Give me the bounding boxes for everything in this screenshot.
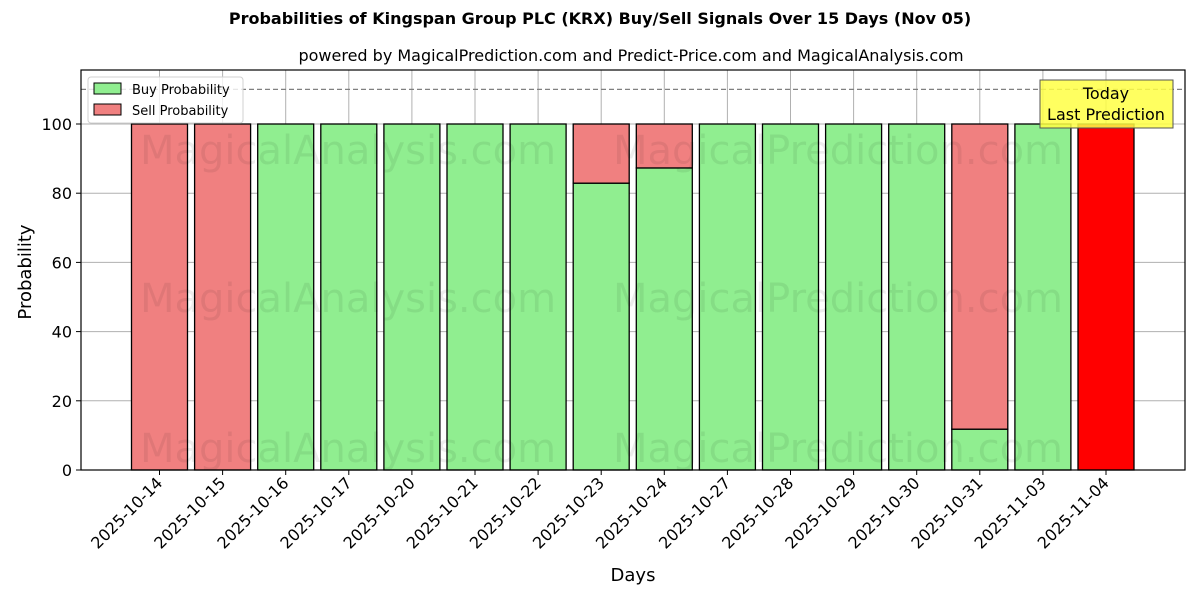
sell-bar bbox=[635, 123, 693, 169]
sell-bar bbox=[572, 123, 630, 184]
buy-bar bbox=[951, 428, 1009, 471]
watermark: MagicalPrediction.com bbox=[613, 426, 1063, 472]
buy-bar bbox=[320, 123, 378, 471]
plot-frame bbox=[80, 69, 1186, 471]
buy-bar bbox=[446, 123, 504, 471]
buy-bar bbox=[509, 123, 567, 471]
y-tick-label: 100 bbox=[41, 115, 72, 134]
y-axis-label: Probability bbox=[15, 224, 36, 319]
today-bar bbox=[1077, 123, 1135, 471]
legend-buy-swatch bbox=[93, 82, 122, 95]
buy-bar bbox=[824, 123, 883, 471]
watermark: MagicalAnalysis.com bbox=[140, 128, 556, 174]
y-tick-label: 0 bbox=[62, 461, 72, 480]
today-annotation-line2: Last Prediction bbox=[1047, 105, 1165, 124]
buy-bar bbox=[572, 182, 630, 471]
sell-bar bbox=[130, 123, 189, 471]
buy-bar bbox=[257, 123, 315, 471]
today-annotation-box bbox=[1039, 79, 1174, 129]
legend-sell-swatch bbox=[93, 103, 122, 116]
buy-bar bbox=[888, 123, 946, 471]
y-tick-label: 60 bbox=[52, 253, 72, 272]
chart-subtitle: powered by MagicalPrediction.com and Pre… bbox=[298, 46, 964, 65]
y-tick-label: 20 bbox=[52, 392, 72, 411]
sell-bar bbox=[193, 123, 252, 471]
sell-bar bbox=[951, 123, 1009, 430]
y-tick-label: 40 bbox=[52, 323, 72, 342]
legend-box bbox=[87, 76, 244, 124]
buy-bar bbox=[761, 123, 820, 471]
watermark: MagicalPrediction.com bbox=[613, 276, 1063, 322]
legend-buy-label: Buy Probability bbox=[132, 83, 230, 98]
x-axis-label: Days bbox=[611, 565, 656, 586]
legend-sell-label: Sell Probability bbox=[132, 104, 229, 119]
buy-bar bbox=[698, 123, 757, 471]
watermark: MagicalPrediction.com bbox=[613, 128, 1063, 174]
watermark: MagicalAnalysis.com bbox=[140, 426, 556, 472]
today-annotation-line1: Today bbox=[1082, 84, 1129, 103]
watermark: MagicalAnalysis.com bbox=[140, 276, 556, 322]
y-tick-label: 80 bbox=[52, 184, 72, 203]
chart-title: Probabilities of Kingspan Group PLC (KRX… bbox=[228, 9, 972, 28]
